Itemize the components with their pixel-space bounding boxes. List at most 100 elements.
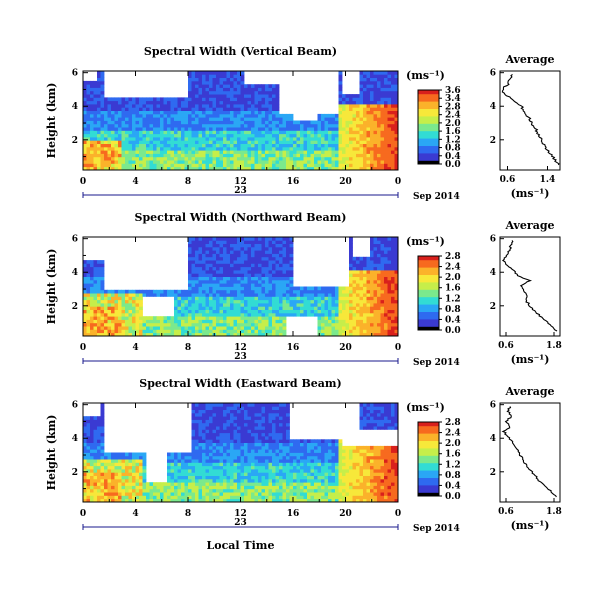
heatmap-cell [118, 459, 122, 463]
heatmap-cell [230, 243, 234, 248]
heatmap-cell [338, 130, 343, 135]
heatmap-cell [286, 289, 290, 294]
heatmap-cell [324, 140, 329, 144]
heatmap-cell [387, 143, 392, 148]
heatmap-cell [83, 449, 87, 453]
heatmap-cell [251, 299, 255, 304]
heatmap-cell [107, 475, 112, 480]
heatmap-cell [202, 312, 206, 317]
heatmap-cell [359, 80, 364, 85]
heatmap-cell [181, 455, 185, 460]
heatmap-cell [303, 153, 308, 158]
heatmap-cell [384, 299, 388, 304]
heatmap-cell [188, 137, 192, 141]
heatmap-cell [240, 240, 245, 244]
heatmap-cell [195, 485, 199, 490]
heatmap-cell [380, 306, 385, 310]
heatmap-cell [289, 237, 294, 241]
heatmap-cell [188, 246, 192, 251]
heatmap-cell [373, 146, 378, 151]
heatmap-cell [226, 80, 231, 85]
heatmap-cell [83, 160, 87, 164]
heatmap-cell [254, 156, 259, 161]
heatmap-cell [244, 84, 248, 88]
heatmap-cell [226, 97, 231, 102]
heatmap-cell [314, 286, 318, 291]
heatmap-cell [209, 306, 213, 310]
heatmap-cell [202, 475, 206, 480]
heatmap-cell [244, 123, 248, 128]
heatmap-cell [377, 326, 381, 330]
heatmap-cell [352, 117, 357, 121]
heatmap-cell [86, 100, 91, 105]
heatmap-cell [100, 276, 105, 281]
heatmap-cell [338, 166, 343, 171]
heatmap-cell [184, 478, 189, 483]
heatmap-cell [188, 253, 192, 258]
heatmap-cell [135, 478, 140, 483]
heatmap-cell [149, 140, 154, 144]
heatmap-cell [205, 97, 210, 102]
heatmap-cell [237, 309, 241, 314]
heatmap-cell [170, 97, 175, 102]
heatmap-cell [275, 319, 280, 324]
heatmap-cell [261, 117, 266, 121]
colorbar-swatch [418, 113, 439, 116]
heatmap-cell [104, 326, 108, 330]
heatmap-cell [349, 110, 353, 115]
heatmap-cell [188, 94, 192, 98]
heatmap-cell [387, 120, 392, 125]
heatmap-cell [237, 332, 241, 337]
heatmap-cell [195, 266, 199, 271]
heatmap-cell [181, 332, 185, 337]
heatmap-cell [174, 100, 178, 105]
colorbar-swatch [418, 150, 439, 153]
heatmap-cell [380, 104, 385, 108]
heatmap-cell [310, 143, 315, 148]
heatmap-cell [237, 312, 241, 317]
heatmap-cell [377, 84, 381, 88]
heatmap-cell [97, 153, 101, 158]
heatmap-cell [233, 283, 238, 287]
heatmap-cell [359, 97, 364, 102]
heatmap-cell [114, 113, 119, 118]
heatmap-cell [310, 296, 315, 301]
heatmap-cell [282, 289, 287, 294]
heatmap-cell [100, 462, 105, 467]
average-y-tick-label: 2 [490, 302, 496, 312]
heatmap-cell [223, 110, 227, 115]
heatmap-cell [219, 316, 224, 320]
heatmap-cell [90, 90, 94, 95]
heatmap-cell [121, 133, 126, 138]
heatmap-cell [233, 256, 238, 261]
heatmap-cell [107, 107, 112, 111]
heatmap-cell [338, 316, 343, 320]
heatmap-cell [279, 240, 283, 244]
heatmap-cell [181, 97, 185, 102]
heatmap-cell [356, 160, 360, 164]
heatmap-cell [118, 306, 122, 310]
heatmap-cell [265, 160, 269, 164]
heatmap-cell [286, 266, 290, 271]
heatmap-cell [86, 133, 91, 138]
heatmap-cell [174, 156, 178, 161]
heatmap-cell [377, 273, 381, 277]
heatmap-cell [265, 87, 269, 92]
heatmap-cell [93, 488, 98, 493]
heatmap-cell [83, 326, 87, 330]
heatmap-cell [328, 156, 332, 161]
heatmap-cell [261, 104, 266, 108]
heatmap-cell [97, 495, 101, 500]
heatmap-cell [286, 276, 290, 281]
heatmap-cell [363, 276, 367, 281]
heatmap-cell [258, 107, 262, 111]
heatmap-cell [352, 156, 357, 161]
heatmap-cell [202, 412, 206, 417]
heatmap-cell [153, 160, 157, 164]
heatmap-cell [104, 475, 108, 480]
heatmap-cell [317, 127, 322, 131]
heatmap-cell [342, 332, 346, 337]
heatmap-cell [125, 97, 129, 102]
heatmap-cell [170, 163, 175, 168]
heatmap-cell [160, 143, 164, 148]
